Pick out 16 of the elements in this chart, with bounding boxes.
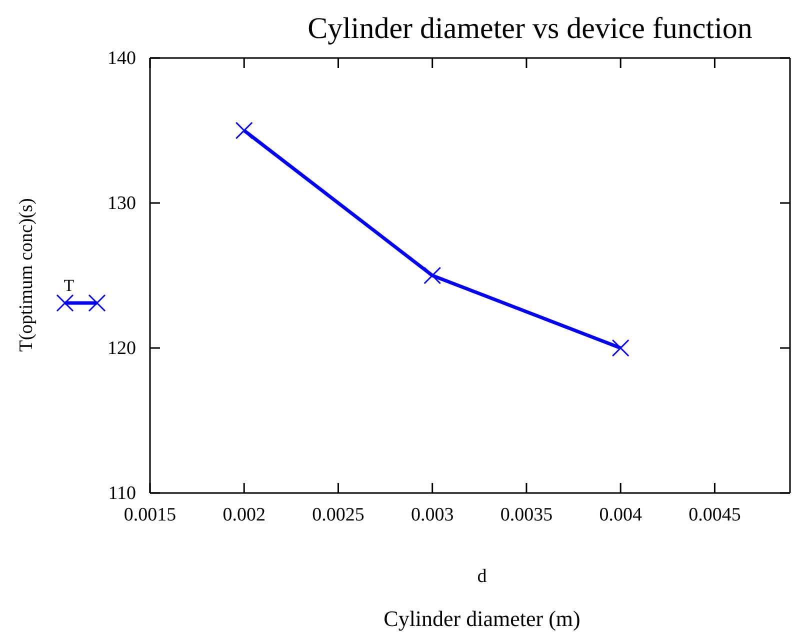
x-axis-title: d bbox=[477, 566, 488, 587]
chart-title: Cylinder diameter vs device function bbox=[308, 12, 752, 45]
x-tick-label: 0.002 bbox=[222, 504, 266, 526]
x-tick-label: 0.0015 bbox=[124, 504, 176, 526]
text: Cylinder diameter (m) bbox=[384, 606, 580, 631]
y-tick-label: 120 bbox=[108, 338, 136, 360]
y-tick-label: 140 bbox=[108, 48, 136, 70]
x-tick-label: 0.0025 bbox=[312, 504, 364, 526]
x-tick-label: 0.0035 bbox=[500, 504, 553, 526]
y-axis-title: T(optimum conc)(s) bbox=[16, 198, 37, 352]
x-tick-label: 0.004 bbox=[599, 504, 642, 526]
x-tick-label: 0.0045 bbox=[688, 504, 741, 526]
x-tick-label: 0.003 bbox=[410, 504, 454, 526]
y-tick-label: 130 bbox=[108, 193, 136, 214]
y-tick-label: 110 bbox=[108, 483, 136, 504]
text: T bbox=[64, 276, 75, 295]
